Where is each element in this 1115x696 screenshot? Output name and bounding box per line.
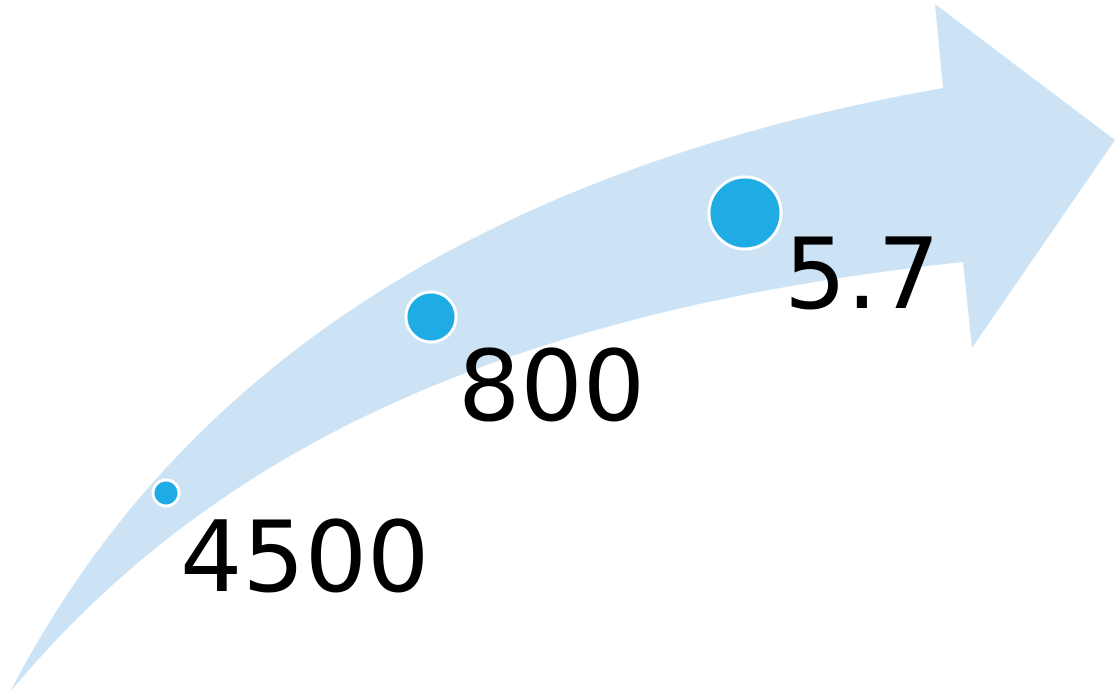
curved-arrow [10, 4, 1115, 692]
milestone-dot-large [707, 175, 783, 251]
milestone-dot-medium [404, 290, 458, 344]
milestone-dot-small [151, 478, 181, 508]
milestone-label-5-7: 5.7 [784, 218, 940, 332]
milestone-label-4500: 4500 [180, 501, 430, 615]
milestone-label-800: 800 [458, 330, 646, 444]
